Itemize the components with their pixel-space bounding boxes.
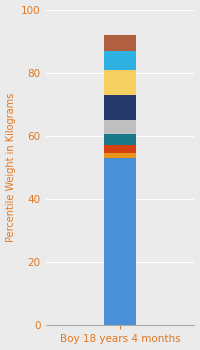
Bar bbox=[104, 145, 136, 153]
Bar bbox=[104, 120, 136, 134]
Bar bbox=[104, 158, 136, 326]
Y-axis label: Percentile Weight in Kilograms: Percentile Weight in Kilograms bbox=[6, 93, 16, 242]
Bar bbox=[104, 134, 136, 145]
Bar bbox=[104, 153, 136, 158]
Bar bbox=[104, 51, 136, 70]
Bar bbox=[104, 95, 136, 120]
Bar bbox=[104, 35, 136, 51]
Bar bbox=[104, 70, 136, 95]
